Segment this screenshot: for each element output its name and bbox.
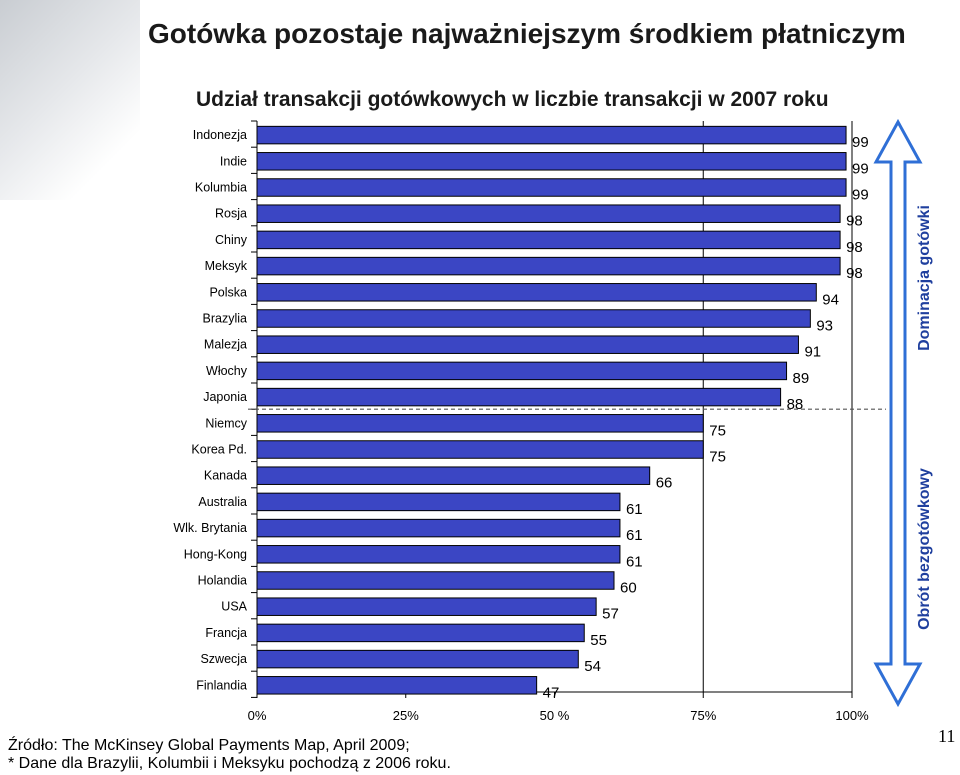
category-label: Kanada <box>204 469 247 483</box>
category-label: Niemcy <box>205 416 247 430</box>
value-label: 66 <box>656 475 673 492</box>
value-label: 57 <box>602 606 619 623</box>
bar <box>256 230 841 250</box>
value-label: 99 <box>852 134 869 151</box>
bar <box>256 152 847 171</box>
x-tick-label: 75% <box>690 708 716 723</box>
category-label: Hong-Kong <box>184 547 247 561</box>
value-label: 60 <box>620 580 637 597</box>
bar <box>256 361 788 381</box>
category-label: Szwecja <box>200 652 247 666</box>
bar <box>256 204 841 223</box>
page-title: Gotówka pozostaje najważniejszym środkie… <box>148 18 906 49</box>
side-label-cash-dominance: Dominacja gotówki <box>915 205 933 351</box>
bar <box>256 335 799 354</box>
category-label: Indie <box>220 154 247 168</box>
category-label: Chiny <box>215 233 248 247</box>
background-decoration <box>0 0 140 200</box>
category-label: Włochy <box>206 364 248 378</box>
double-arrow-icon <box>873 118 923 708</box>
bar <box>256 387 782 407</box>
bar <box>256 466 651 485</box>
bar <box>256 283 817 302</box>
category-label: Rosja <box>215 207 247 221</box>
value-label: 98 <box>846 213 863 230</box>
value-label: 61 <box>626 501 643 518</box>
category-label: Australia <box>198 495 247 509</box>
value-label: 91 <box>804 344 821 361</box>
value-label: 75 <box>709 422 726 439</box>
source-line-1: Źródło: The McKinsey Global Payments Map… <box>8 737 410 754</box>
category-label: Kolumbia <box>195 181 247 195</box>
value-label: 47 <box>543 684 560 701</box>
bar <box>256 125 847 145</box>
x-tick-label: 100% <box>835 708 869 723</box>
category-label: Indonezja <box>193 128 247 142</box>
bar <box>256 545 621 564</box>
page-number: 11 <box>938 726 956 746</box>
value-label: 89 <box>793 370 810 387</box>
bar <box>256 623 585 643</box>
bar <box>256 597 597 616</box>
source-note: Źródło: The McKinsey Global Payments Map… <box>8 737 451 773</box>
bar <box>256 518 621 538</box>
category-label: Japonia <box>203 390 247 404</box>
value-label: 88 <box>787 396 804 413</box>
value-label: 98 <box>846 239 863 256</box>
category-label: Polska <box>209 285 247 299</box>
value-label: 93 <box>816 318 833 335</box>
bar <box>256 440 704 459</box>
value-label: 55 <box>590 632 607 649</box>
category-label: Korea Pd. <box>191 443 247 457</box>
bar <box>256 676 538 695</box>
value-label: 54 <box>584 658 601 675</box>
bar <box>256 256 841 276</box>
bar <box>256 492 621 512</box>
bar <box>256 178 847 197</box>
value-label: 99 <box>852 160 869 177</box>
x-tick-label: 25% <box>393 708 419 723</box>
value-label: 61 <box>626 553 643 570</box>
category-label: Malezja <box>204 338 247 352</box>
x-tick-label: 50 % <box>540 708 570 723</box>
value-label: 75 <box>709 449 726 466</box>
value-label: 61 <box>626 527 643 544</box>
chart-title: Udział transakcji gotówkowych w liczbie … <box>196 88 829 111</box>
category-label: Wlk. Brytania <box>173 521 247 535</box>
category-label: Finlandia <box>196 678 247 692</box>
source-line-2: * Dane dla Brazylii, Kolumbii i Meksyku … <box>8 755 451 772</box>
bar <box>256 309 811 328</box>
value-label: 99 <box>852 187 869 204</box>
category-label: Meksyk <box>205 259 248 273</box>
value-label: 98 <box>846 265 863 282</box>
side-label-cashless: Obrót bezgotówkowy <box>915 468 933 630</box>
category-label: Brazylia <box>203 312 248 326</box>
bar <box>256 649 579 669</box>
bar <box>256 414 704 433</box>
x-tick-label: 0% <box>248 708 267 723</box>
category-label: USA <box>221 600 247 614</box>
bar <box>256 571 615 590</box>
category-label: Francja <box>205 626 247 640</box>
value-label: 94 <box>822 291 839 308</box>
category-label: Holandia <box>198 574 247 588</box>
